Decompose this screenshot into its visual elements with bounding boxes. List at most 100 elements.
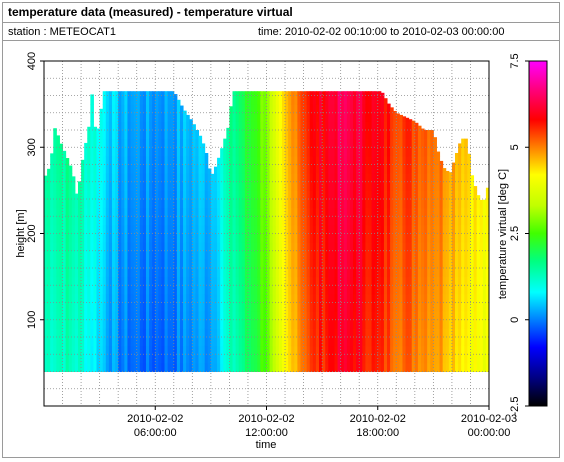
heatmap-cell xyxy=(380,319,385,329)
heatmap-cell xyxy=(90,319,94,329)
heatmap-cell xyxy=(96,337,101,347)
heatmap-cell xyxy=(371,233,376,243)
heatmap-cell xyxy=(229,216,234,226)
heatmap-cell xyxy=(402,233,407,243)
heatmap-cell xyxy=(408,130,413,140)
heatmap-cell xyxy=(306,362,311,373)
heatmap-cell xyxy=(149,311,153,321)
heatmap-cell xyxy=(433,276,437,286)
heatmap-cell xyxy=(377,242,382,252)
heatmap-cell xyxy=(383,276,388,286)
heatmap-cell xyxy=(402,224,407,235)
heatmap-cell xyxy=(291,138,295,148)
heatmap-cell xyxy=(257,207,261,217)
heatmap-cell xyxy=(340,216,345,226)
heatmap-cell xyxy=(74,311,79,321)
heatmap-cell xyxy=(179,138,184,148)
heatmap-cell xyxy=(458,328,462,338)
heatmap-cell xyxy=(44,354,48,364)
heatmap-cell xyxy=(229,207,234,217)
heatmap-cell xyxy=(331,173,335,183)
heatmap-cell xyxy=(322,362,326,373)
heatmap-cell xyxy=(337,268,342,278)
heatmap-cell xyxy=(226,259,230,269)
heatmap-cell xyxy=(291,302,295,312)
heatmap-cell xyxy=(108,130,113,140)
heatmap-cell xyxy=(417,250,422,260)
heatmap-cell xyxy=(331,95,335,105)
heatmap-cell xyxy=(241,354,246,364)
heatmap-cell xyxy=(145,337,150,347)
colorbar-tick-label: 2.5 xyxy=(509,226,521,241)
heatmap-cell xyxy=(393,250,397,260)
heatmap-cell xyxy=(133,190,138,200)
heatmap-cell xyxy=(111,155,116,166)
heatmap-cell xyxy=(433,302,437,312)
heatmap-cell xyxy=(331,328,335,338)
heatmap-cell xyxy=(427,173,431,183)
heatmap-cell xyxy=(436,164,441,174)
heatmap-cell xyxy=(383,224,388,235)
heatmap-cell xyxy=(414,164,419,174)
heatmap-cell xyxy=(470,224,475,235)
heatmap-cell xyxy=(47,207,51,217)
heatmap-cell xyxy=(269,268,274,278)
heatmap-cell xyxy=(346,354,351,364)
heatmap-cell xyxy=(371,224,376,235)
heatmap-cell xyxy=(331,147,335,157)
heatmap-cell xyxy=(257,242,261,252)
heatmap-cell xyxy=(108,147,113,157)
heatmap-cell xyxy=(433,250,437,260)
heatmap-cell xyxy=(247,276,252,286)
heatmap-cell xyxy=(285,233,289,243)
heatmap-cell xyxy=(278,181,283,191)
heatmap-cell xyxy=(257,173,261,183)
heatmap-cell xyxy=(433,190,437,200)
heatmap-cell xyxy=(263,302,267,312)
heatmap-cell xyxy=(294,345,298,355)
heatmap-cell xyxy=(133,345,138,355)
heatmap-cell xyxy=(127,190,132,200)
x-tick-label-date: 2010-02-02 xyxy=(127,413,183,425)
heatmap-cell xyxy=(130,138,135,148)
heatmap-cell xyxy=(87,138,91,148)
heatmap-cell xyxy=(411,345,416,355)
heatmap-cell xyxy=(198,268,203,278)
heatmap-cell xyxy=(303,293,308,304)
heatmap-cell xyxy=(244,285,249,295)
heatmap-cell xyxy=(102,216,107,226)
heatmap-cell xyxy=(297,345,301,355)
heatmap-cell xyxy=(105,181,110,191)
heatmap-cell xyxy=(105,95,110,105)
heatmap-cell xyxy=(275,199,280,209)
heatmap-cell xyxy=(461,181,465,191)
heatmap-cell xyxy=(371,362,376,373)
heatmap-cell xyxy=(142,181,147,191)
heatmap-cell xyxy=(263,354,267,364)
heatmap-cell xyxy=(439,173,444,183)
heatmap-cell xyxy=(300,268,305,278)
heatmap-cell xyxy=(96,259,101,269)
heatmap-cell xyxy=(189,130,193,140)
heatmap-cell xyxy=(223,319,227,329)
heatmap-cell xyxy=(387,207,391,217)
heatmap-cell xyxy=(139,362,144,373)
heatmap-cell xyxy=(158,242,162,252)
heatmap-cell xyxy=(179,259,184,269)
heatmap-cell xyxy=(380,104,385,114)
heatmap-cell xyxy=(356,345,360,355)
heatmap-cell xyxy=(411,362,416,373)
heatmap-cell xyxy=(368,199,373,209)
heatmap-cell xyxy=(201,216,206,226)
heatmap-cell xyxy=(170,91,175,96)
heatmap-cell xyxy=(111,311,116,321)
heatmap-cell xyxy=(90,181,94,191)
heatmap-cell xyxy=(241,121,246,131)
heatmap-cell xyxy=(458,293,462,304)
heatmap-cell xyxy=(260,276,264,286)
heatmap-cell xyxy=(241,199,246,209)
heatmap-cell xyxy=(439,285,444,295)
heatmap-cell xyxy=(393,362,397,373)
heatmap-cell xyxy=(269,164,274,174)
heatmap-cell xyxy=(383,362,388,373)
